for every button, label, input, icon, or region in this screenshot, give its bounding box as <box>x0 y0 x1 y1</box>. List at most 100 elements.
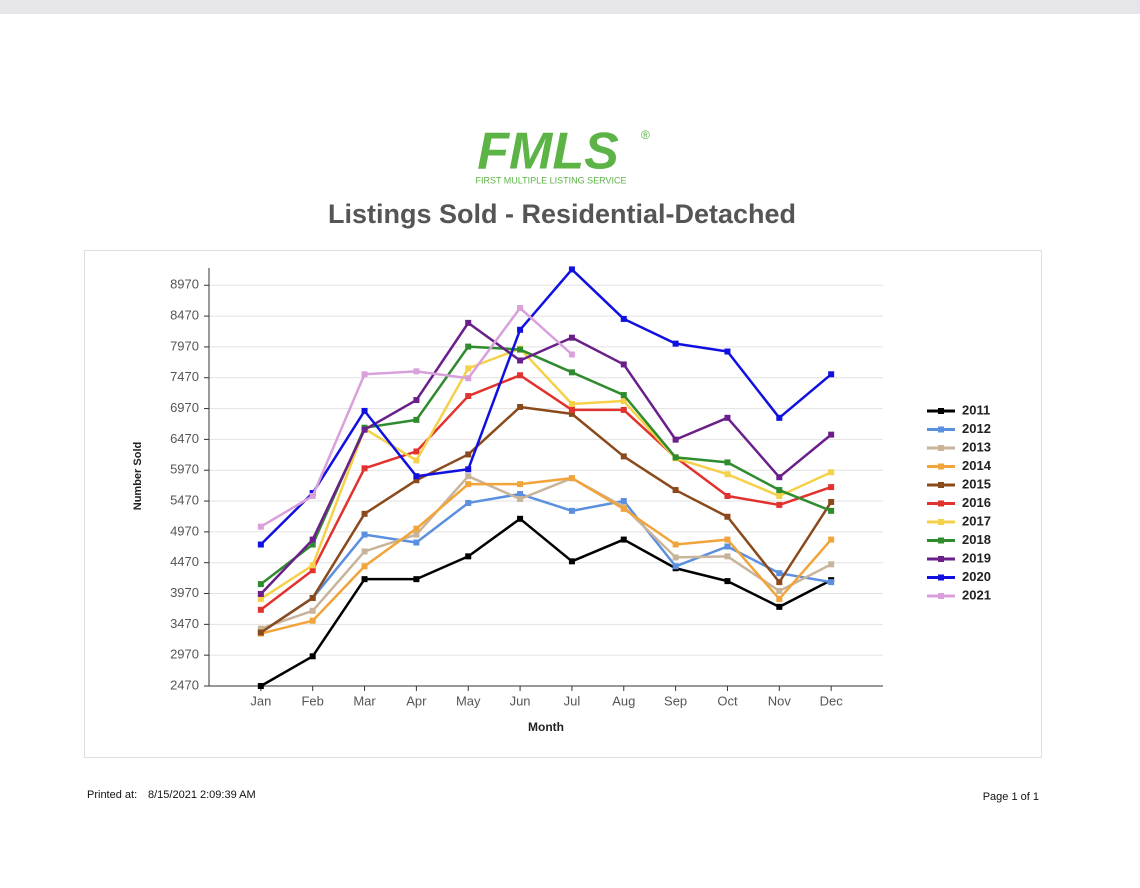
point <box>568 410 575 417</box>
legend-label: 2016 <box>962 495 991 510</box>
point <box>828 536 835 543</box>
series-line <box>260 405 833 634</box>
point <box>568 406 575 413</box>
legend-label: 2014 <box>962 458 992 473</box>
point <box>309 492 316 499</box>
point <box>309 567 316 574</box>
point <box>465 319 472 326</box>
point <box>309 617 316 624</box>
point <box>465 451 472 458</box>
point <box>413 448 420 455</box>
point <box>776 492 783 499</box>
logo-mark: ® <box>641 128 650 142</box>
legend-label: 2015 <box>962 476 991 491</box>
point <box>257 629 264 636</box>
point <box>361 426 368 433</box>
point <box>361 531 368 538</box>
point <box>672 340 679 347</box>
point <box>828 431 835 438</box>
point <box>776 603 783 610</box>
point <box>413 477 420 484</box>
point <box>517 515 524 522</box>
point <box>361 576 368 583</box>
point <box>568 507 575 514</box>
point <box>361 510 368 517</box>
point <box>776 579 783 586</box>
point <box>517 326 524 333</box>
x-tick-label: May <box>456 693 481 708</box>
point <box>828 371 835 378</box>
y-tick-label: 5470 <box>170 492 199 507</box>
point <box>413 531 420 538</box>
point <box>672 541 679 548</box>
legend-marker <box>938 574 944 581</box>
x-tick-label: Dec <box>820 693 844 708</box>
x-tick-label: Feb <box>301 693 323 708</box>
legend-marker <box>938 426 944 433</box>
point <box>309 607 316 614</box>
point <box>517 496 524 503</box>
point <box>620 497 627 504</box>
legend-marker <box>938 445 944 451</box>
x-tick-label: Mar <box>353 693 376 708</box>
point <box>465 375 472 382</box>
point <box>620 406 627 413</box>
point <box>465 466 472 473</box>
series-line <box>260 374 832 611</box>
legend-marker <box>938 482 944 488</box>
point <box>465 393 472 400</box>
legend-label: 2017 <box>962 513 991 528</box>
printed-value: 8/15/2021 2:09:39 AM <box>148 789 256 801</box>
point <box>517 372 524 379</box>
plot: 2470 2970 3470 3970 4470 4970 5470 5970 6470 6970… <box>170 266 992 708</box>
point <box>413 397 420 404</box>
y-tick-label: 4470 <box>170 554 199 569</box>
y-tick-label: 2970 <box>170 647 199 662</box>
point <box>517 491 524 498</box>
point <box>724 414 731 421</box>
series-line <box>259 268 832 546</box>
point <box>568 266 575 273</box>
chart-title: Listings Sold - Residential-Detached <box>328 199 796 229</box>
point <box>620 315 627 322</box>
point <box>672 436 679 443</box>
point <box>361 465 368 472</box>
point <box>465 365 472 372</box>
point <box>620 361 627 368</box>
point <box>257 606 264 613</box>
point <box>724 543 731 550</box>
y-tick-label: 2470 <box>170 677 199 692</box>
point <box>465 343 472 350</box>
page-number: Page 1 of 1 <box>983 791 1039 803</box>
legend-label: 2011 <box>962 402 990 417</box>
legend-marker <box>938 556 944 562</box>
point <box>465 481 472 488</box>
y-tick-label: 7970 <box>170 338 199 353</box>
series-line <box>260 517 832 688</box>
point <box>828 498 835 505</box>
point <box>620 392 627 399</box>
x-tick-label: Aug <box>612 693 635 708</box>
point <box>828 469 835 476</box>
y-tick-label: 6470 <box>170 431 199 446</box>
series-line <box>259 321 832 595</box>
point <box>413 576 420 583</box>
point <box>257 683 264 689</box>
point <box>465 553 472 560</box>
point <box>776 414 783 421</box>
legend-marker <box>938 593 944 599</box>
x-tick-label: Sep <box>664 693 687 708</box>
point <box>361 407 368 414</box>
y-tick-label: 3970 <box>170 585 199 600</box>
point <box>568 351 575 358</box>
point <box>517 305 524 312</box>
point <box>257 523 264 530</box>
point <box>413 473 420 480</box>
point <box>672 487 679 494</box>
x-tick-label: Jul <box>564 693 581 708</box>
point <box>828 484 835 491</box>
point <box>413 457 420 464</box>
point <box>724 553 731 560</box>
point <box>776 487 783 494</box>
